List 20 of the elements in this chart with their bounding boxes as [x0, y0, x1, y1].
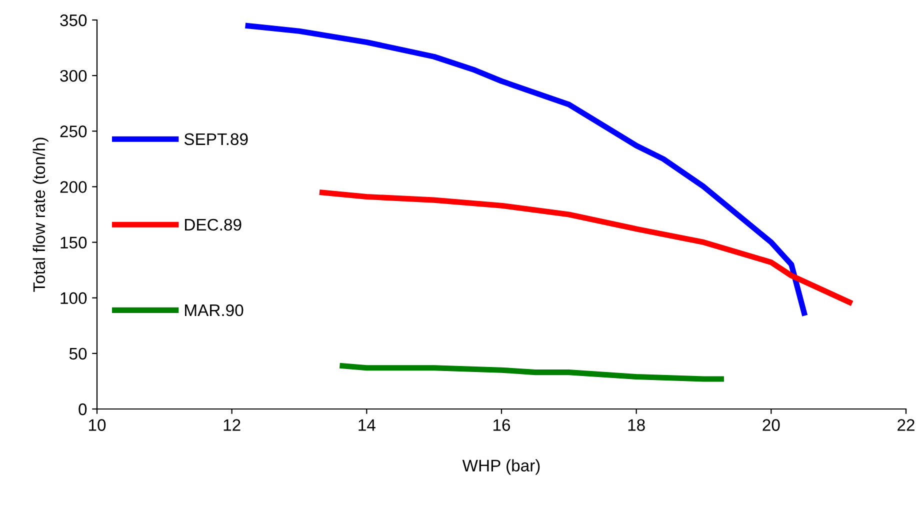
- legend-label: SEPT.89: [184, 133, 248, 146]
- legend-label: MAR.90: [185, 304, 244, 316]
- x-tick-label: 20: [762, 419, 780, 431]
- y-tick-label: 150: [60, 236, 87, 248]
- x-tick-label: 14: [358, 419, 376, 431]
- y-tick-label: 350: [60, 14, 87, 26]
- x-tick-label: 18: [628, 419, 645, 431]
- legend-label: DEC.89: [185, 218, 242, 231]
- x-tick-label: 12: [224, 419, 240, 431]
- y-tick-label: 50: [69, 348, 87, 360]
- x-axis-title: WHP (bar): [462, 459, 540, 475]
- y-tick-label: 300: [60, 70, 87, 82]
- y-tick-label: 250: [60, 126, 87, 138]
- x-tick-label: 10: [89, 419, 106, 431]
- x-tick-label: 16: [494, 419, 510, 431]
- y-axis-title: Total flow rate (ton/h): [32, 138, 48, 292]
- y-tick-label: 100: [60, 292, 87, 304]
- y-tick-label: 0: [78, 403, 87, 416]
- y-tick-label: 200: [60, 181, 87, 193]
- x-tick-label: 22: [898, 419, 914, 431]
